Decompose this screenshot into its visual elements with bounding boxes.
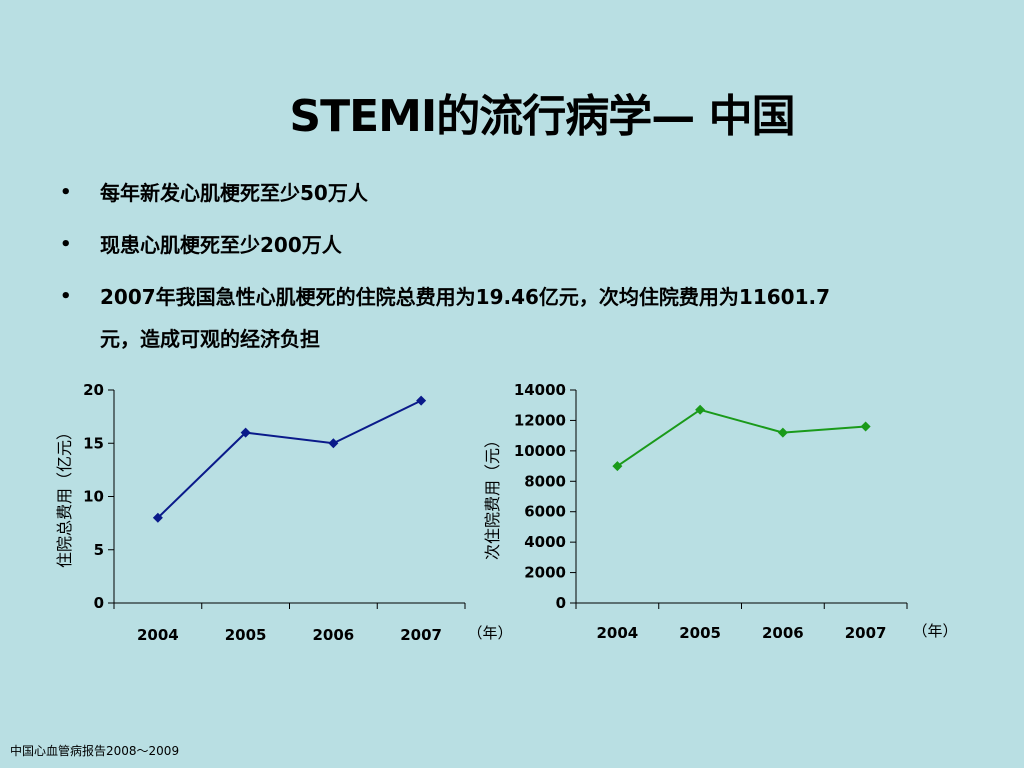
x-tick-label: 2004 bbox=[137, 626, 179, 644]
bullet-item: • 2007年我国急性心肌梗死的住院总费用为19.46亿元，次均住院费用为116… bbox=[58, 276, 998, 360]
y-tick-label: 5 bbox=[94, 541, 104, 559]
y-tick-label: 12000 bbox=[514, 411, 566, 429]
y-tick-label: 20 bbox=[83, 381, 104, 399]
data-point-marker bbox=[612, 461, 623, 472]
x-tick-label: 2006 bbox=[313, 626, 355, 644]
bullet-text: 每年新发心肌梗死至少50万人 bbox=[100, 181, 368, 205]
data-point-marker bbox=[860, 421, 871, 432]
data-point-marker bbox=[695, 404, 706, 415]
y-tick-label: 15 bbox=[83, 434, 104, 452]
bullet-dot: • bbox=[60, 286, 72, 307]
data-point-marker bbox=[416, 395, 427, 406]
data-point-marker bbox=[152, 512, 163, 523]
x-axis-unit: （年） bbox=[467, 624, 512, 642]
y-tick-label: 10 bbox=[83, 488, 104, 506]
y-tick-label: 6000 bbox=[524, 503, 566, 521]
source-footer: 中国心血管病报告2008～2009 bbox=[10, 744, 180, 758]
bullet-text-continued: 元，造成可观的经济负担 bbox=[100, 327, 320, 351]
y-tick-label: 2000 bbox=[524, 564, 566, 582]
x-axis-unit: （年） bbox=[912, 622, 957, 640]
slide-title: STEMI的流行病学— 中国 bbox=[289, 91, 795, 142]
data-point-marker bbox=[777, 427, 788, 438]
bullet-item: • 现患心肌梗死至少200万人 bbox=[58, 224, 998, 266]
y-tick-label: 4000 bbox=[524, 533, 566, 551]
series-line bbox=[157, 399, 422, 519]
y-tick-label: 14000 bbox=[514, 381, 566, 399]
x-tick-label: 2005 bbox=[225, 626, 267, 644]
y-axis-label: 住院总费用（亿元） bbox=[55, 424, 74, 568]
series-line bbox=[616, 408, 866, 467]
bullet-list: • 每年新发心肌梗死至少50万人 • 现患心肌梗死至少200万人 • 2007年… bbox=[58, 172, 998, 360]
y-axis-label: 次住院费用（元） bbox=[483, 432, 502, 560]
y-tick-label: 0 bbox=[556, 594, 566, 612]
x-tick-label: 2006 bbox=[762, 624, 804, 642]
y-tick-label: 8000 bbox=[524, 472, 566, 490]
x-tick-label: 2007 bbox=[400, 626, 442, 644]
bullet-text: 2007年我国急性心肌梗死的住院总费用为19.46亿元，次均住院费用为11601… bbox=[100, 285, 831, 309]
x-tick-label: 2005 bbox=[679, 624, 721, 642]
bullet-dot: • bbox=[60, 182, 72, 203]
x-tick-label: 2007 bbox=[845, 624, 887, 642]
bullet-item: • 每年新发心肌梗死至少50万人 bbox=[58, 172, 998, 214]
x-tick-label: 2004 bbox=[597, 624, 639, 642]
data-point-marker bbox=[240, 427, 251, 438]
y-tick-label: 10000 bbox=[514, 442, 566, 460]
data-point-marker bbox=[328, 438, 339, 449]
y-tick-label: 0 bbox=[94, 594, 104, 612]
bullet-text: 现患心肌梗死至少200万人 bbox=[100, 233, 342, 257]
bullet-dot: • bbox=[60, 234, 72, 255]
